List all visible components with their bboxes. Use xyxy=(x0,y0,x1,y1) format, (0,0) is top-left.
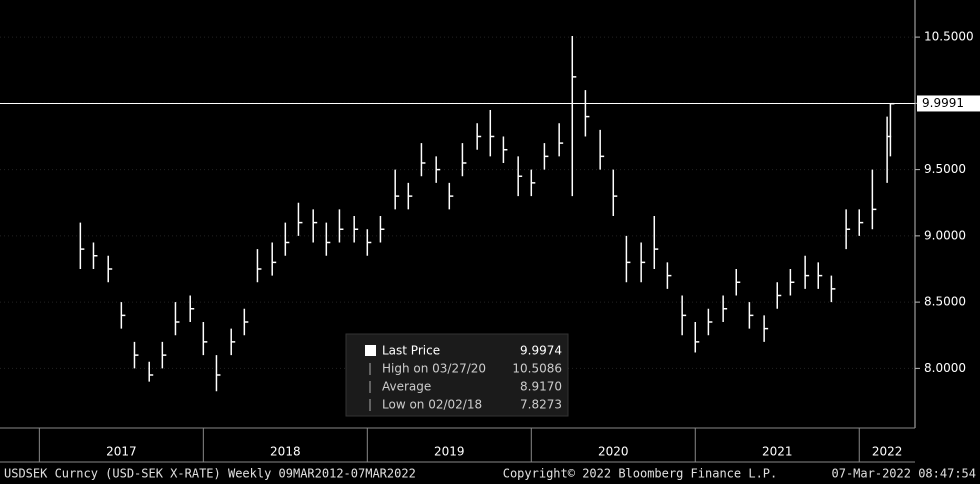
legend-name: Low on 02/02/18 xyxy=(382,398,482,412)
y-tick-label: 8.5000 xyxy=(924,295,966,309)
legend-value: 9.9974 xyxy=(520,344,562,358)
footer-center: Copyright© 2022 Bloomberg Finance L.P. xyxy=(503,467,778,481)
x-tick-label: 2018 xyxy=(270,445,301,459)
legend-name: Last Price xyxy=(382,344,440,358)
legend-value: 7.8273 xyxy=(520,398,562,412)
x-tick-label: 2020 xyxy=(598,445,629,459)
x-tick-label: 2019 xyxy=(434,445,465,459)
footer-right: 07-Mar-2022 08:47:54 xyxy=(832,467,977,481)
legend-box xyxy=(345,333,569,417)
y-tick-label: 9.5000 xyxy=(924,162,966,176)
y-tick-label: 10.5000 xyxy=(924,30,974,44)
legend-name: High on 03/27/20 xyxy=(382,362,486,376)
y-tick-label: 9.0000 xyxy=(924,228,966,242)
legend-value: 10.5086 xyxy=(512,362,562,376)
legend-name: Average xyxy=(382,380,431,394)
legend-value: 8.9170 xyxy=(520,380,562,394)
footer-left: USDSEK Curncy (USD-SEK X-RATE) Weekly 09… xyxy=(4,467,416,481)
x-tick-label: 2021 xyxy=(762,445,793,459)
y-tick-label: 8.0000 xyxy=(924,361,966,375)
last-price-label-box xyxy=(917,95,980,112)
last-price-label: 9.9991 xyxy=(922,96,964,110)
x-tick-label: 2017 xyxy=(106,445,137,459)
x-tick-label: 2022 xyxy=(872,445,903,459)
legend-icon xyxy=(365,345,376,356)
